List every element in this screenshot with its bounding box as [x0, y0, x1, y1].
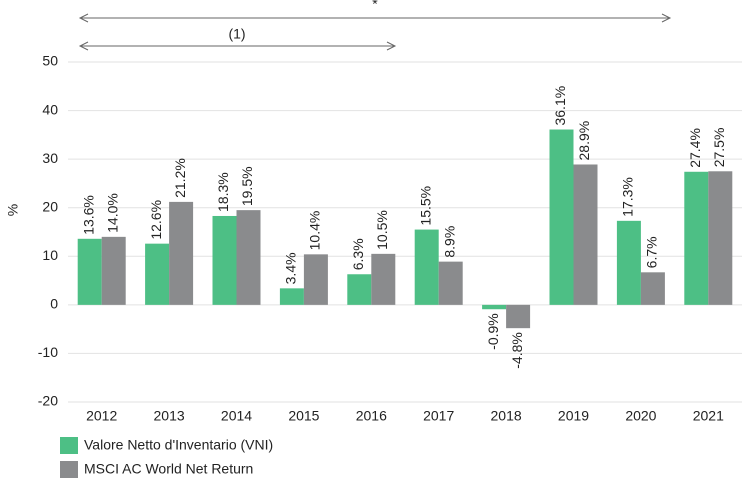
bar [212, 215, 237, 305]
bar [640, 272, 665, 305]
x-tick-label: 2013 [154, 408, 185, 424]
y-tick-label: 40 [42, 101, 58, 117]
bar [347, 274, 372, 305]
y-axis-label: % [5, 204, 21, 216]
period-arrow [78, 13, 672, 23]
legend-label: MSCI AC World Net Return [84, 461, 253, 477]
value-label: -4.8% [509, 332, 525, 369]
x-tick-label: 2019 [558, 408, 589, 424]
annotation: (1) [228, 26, 245, 42]
bar [371, 253, 396, 305]
value-label: 18.3% [215, 172, 231, 212]
value-label: 27.4% [687, 128, 703, 168]
value-label: 14.0% [104, 193, 120, 233]
y-tick-label: 30 [42, 150, 58, 166]
x-tick-label: 2014 [221, 408, 252, 424]
value-label: 21.2% [172, 158, 188, 198]
bar [169, 201, 194, 305]
y-tick-label: 0 [50, 296, 58, 312]
x-tick-label: 2021 [693, 408, 724, 424]
legend-swatch [60, 461, 78, 478]
bar [573, 164, 598, 305]
x-tick-label: 2018 [491, 408, 522, 424]
legend-swatch [60, 437, 78, 454]
value-label: 36.1% [552, 86, 568, 126]
x-tick-label: 2015 [288, 408, 319, 424]
y-tick-label: 20 [42, 198, 58, 214]
value-label: 10.4% [307, 211, 323, 251]
period-arrow [78, 41, 397, 51]
bar [303, 254, 328, 305]
bar [414, 229, 439, 305]
bar [549, 129, 574, 305]
value-label: 6.3% [350, 238, 366, 270]
value-label: -0.9% [485, 313, 501, 350]
value-label: 8.9% [441, 226, 457, 258]
y-tick-label: -20 [38, 393, 58, 409]
value-label: 17.3% [620, 177, 636, 217]
bar [482, 304, 507, 310]
value-label: 10.5% [374, 210, 390, 250]
value-label: 6.7% [644, 236, 660, 268]
value-label: 12.6% [148, 200, 164, 240]
value-label: 27.5% [711, 128, 727, 168]
bar [708, 171, 733, 305]
x-tick-label: 2016 [356, 408, 387, 424]
legend-label: Valore Netto d'Inventario (VNI) [84, 437, 273, 453]
value-label: 19.5% [239, 166, 255, 206]
bar [145, 243, 170, 305]
y-tick-label: 10 [42, 247, 58, 263]
bar [616, 220, 641, 305]
x-tick-label: 2017 [423, 408, 454, 424]
bar [77, 238, 102, 305]
x-tick-label: 2012 [86, 408, 117, 424]
x-tick-label: 2020 [625, 408, 656, 424]
value-label: 28.9% [576, 121, 592, 161]
bar [279, 288, 304, 305]
bar [506, 304, 531, 329]
annotation: * [372, 0, 378, 12]
value-label: 15.5% [417, 186, 433, 226]
bar [101, 236, 126, 305]
value-label: 3.4% [283, 252, 299, 284]
bar [438, 261, 463, 305]
bar [684, 171, 709, 305]
bar [236, 210, 261, 305]
value-label: 13.6% [80, 195, 96, 235]
y-tick-label: -10 [38, 344, 58, 360]
y-tick-label: 50 [42, 53, 58, 69]
